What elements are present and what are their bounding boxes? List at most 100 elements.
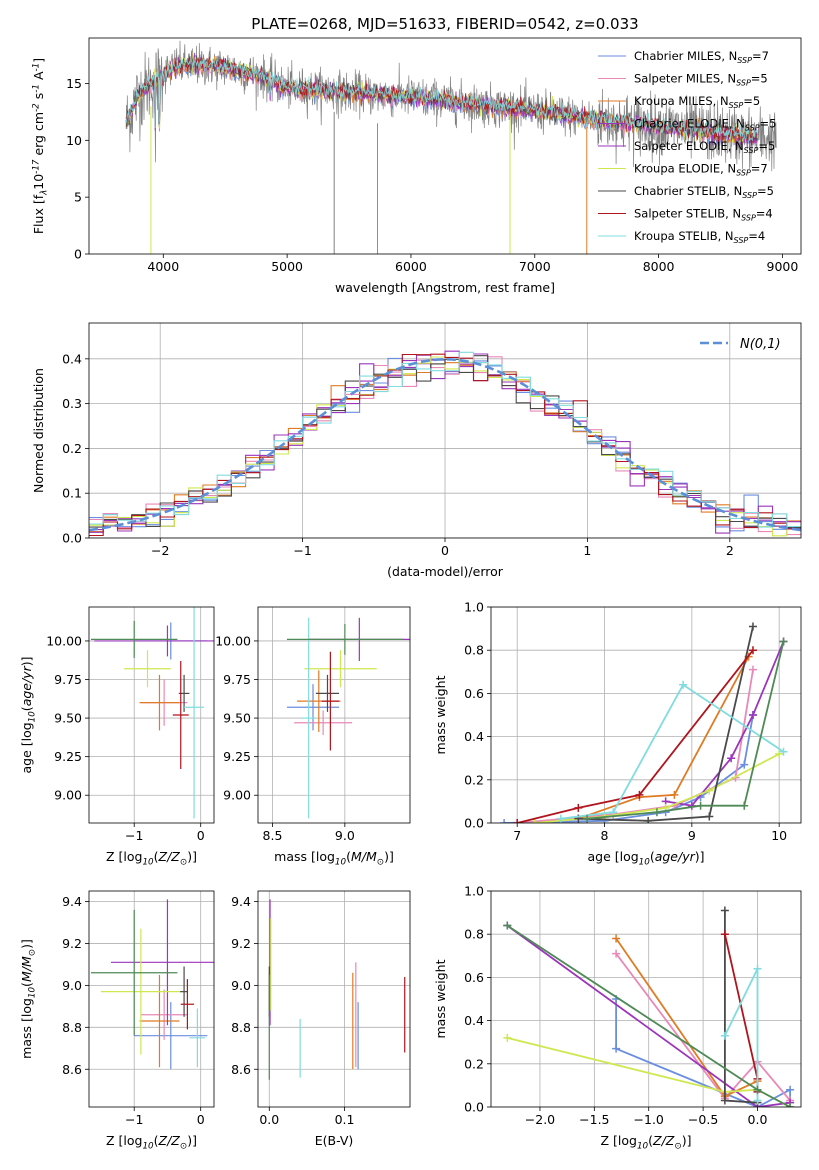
x-axis-label: Z [log10​(Z/Z⊙​)] bbox=[106, 1133, 197, 1152]
point-marker bbox=[612, 934, 621, 943]
point-marker bbox=[748, 665, 757, 674]
legend-label-chabrier-miles: Chabrier MILES, NSSP=7 bbox=[634, 49, 769, 65]
point-chabrier-miles bbox=[134, 1002, 208, 1070]
y-axis-label: age [log10​(age/yr)] bbox=[19, 656, 38, 773]
y-tick-label: 0.6 bbox=[464, 686, 484, 701]
series-kroupa-miles bbox=[615, 937, 758, 1098]
point-chabrier-elodie bbox=[94, 625, 214, 657]
series-chabrier-elodie bbox=[506, 924, 791, 1107]
y-axis-label: Normed distribution bbox=[31, 368, 46, 493]
point-marker bbox=[779, 747, 788, 756]
mass-weight-vs-age-panel: 7 8 9 10 0.0 0.2 0.4 0.6 0.8 1.0 age [log10​(age/y… bbox=[433, 600, 802, 868]
point-marker bbox=[644, 816, 653, 823]
point-chabrier-stelib bbox=[180, 966, 189, 1017]
point-marker bbox=[500, 819, 509, 823]
y-tick-label: 9.50 bbox=[54, 711, 82, 726]
plot-area bbox=[125, 40, 777, 254]
point-marker bbox=[775, 749, 784, 758]
y-tick-label: 8.8 bbox=[231, 1020, 251, 1035]
y-tick-label: 9.00 bbox=[54, 788, 82, 803]
y-tick-label: 1.0 bbox=[464, 600, 484, 615]
point-marker bbox=[696, 801, 705, 810]
point-marker bbox=[530, 819, 539, 823]
y-tick-label: 10.00 bbox=[46, 633, 82, 648]
x-tick-label: −2.0 bbox=[525, 1112, 555, 1127]
point-marker bbox=[670, 790, 679, 799]
y-tick-label: 0 bbox=[74, 247, 82, 262]
y-tick-label: 9.2 bbox=[231, 936, 251, 951]
x-tick-label: −1 bbox=[293, 543, 311, 558]
point-kroupa-elodie bbox=[100, 928, 181, 1055]
point-marker bbox=[740, 760, 749, 769]
point-marker bbox=[786, 1085, 795, 1094]
plot-area bbox=[89, 323, 801, 538]
plot-area bbox=[89, 891, 214, 1107]
residuals-panel: −2 −1 0 1 2 0.0 0.1 0.2 0.3 0.4 (data-model)/error… bbox=[31, 322, 802, 579]
axes-frame bbox=[490, 890, 802, 1108]
figure-title: PLATE=0268, MJD=51633, FIBERID=0542, z=0… bbox=[251, 15, 638, 33]
plot-area bbox=[89, 607, 214, 823]
x-axis-label: Z [log10​(Z/Z⊙​)] bbox=[601, 1133, 692, 1152]
legend-label-kroupa-miles: Kroupa MILES, NSSP=5 bbox=[634, 94, 760, 110]
mass-vs-extinction-panel: 0.0 0.1 8.6 8.8 9.0 9.2 9.4 E(B-V) bbox=[231, 890, 411, 1148]
legend-label-salpeter-elodie: Salpeter ELODIE, NSSP=5 bbox=[634, 139, 775, 155]
histogram-chabrier-stelib bbox=[89, 355, 801, 529]
x-tick-label: 0.0 bbox=[748, 1112, 768, 1127]
plot-area bbox=[258, 607, 410, 823]
y-tick-label: 10.00 bbox=[215, 633, 251, 648]
point-marker bbox=[720, 930, 729, 939]
y-tick-label: 0.2 bbox=[464, 1056, 484, 1071]
y-tick-label: 0.8 bbox=[464, 643, 484, 658]
legend-label-normal: N(0,1) bbox=[740, 337, 781, 352]
axes-frame bbox=[88, 606, 215, 824]
point-marker bbox=[635, 790, 644, 799]
series-salpeter-stelib bbox=[516, 649, 754, 823]
normal-curve bbox=[89, 357, 801, 532]
series-chabrier-miles bbox=[504, 714, 754, 823]
y-tick-label: 1.0 bbox=[464, 884, 484, 899]
axes-frame bbox=[257, 606, 411, 824]
legend-label-chabrier-elodie: Chabrier ELODIE, NSSP=5 bbox=[634, 117, 776, 133]
point-marker bbox=[612, 1044, 621, 1053]
y-tick-label: 9.25 bbox=[223, 749, 251, 764]
x-tick-label: 7000 bbox=[519, 259, 551, 274]
x-tick-label: −1.0 bbox=[634, 1112, 664, 1127]
y-tick-label: 0.1 bbox=[62, 486, 82, 501]
point-salpeter-miles bbox=[294, 710, 353, 736]
legend-label-chabrier-stelib: Chabrier STELIB, NSSP=5 bbox=[634, 184, 774, 200]
x-axis-label: Z [log10​(Z/Z⊙​)] bbox=[106, 849, 197, 868]
point-kroupa-miles bbox=[139, 674, 180, 731]
series-chabrier-elodie bbox=[665, 641, 785, 807]
point-green bbox=[90, 909, 178, 1036]
x-axis-label: wavelength [Angstrom, rest frame] bbox=[335, 280, 555, 295]
point-marker bbox=[513, 819, 522, 823]
plot-area bbox=[491, 891, 801, 1107]
y-tick-label: 10 bbox=[66, 133, 82, 148]
y-tick-label: 0.6 bbox=[464, 970, 484, 985]
legend-label-salpeter-miles: Salpeter MILES, NSSP=5 bbox=[634, 72, 768, 88]
point-marker bbox=[705, 786, 714, 795]
x-tick-label: 9.0 bbox=[335, 828, 355, 843]
x-tick-label: −1.5 bbox=[579, 1112, 609, 1127]
x-tick-label: 0.0 bbox=[259, 1112, 279, 1127]
point-marker bbox=[748, 646, 757, 655]
point-marker bbox=[753, 1096, 762, 1105]
point-marker bbox=[583, 814, 592, 823]
point-kroupa-elodie bbox=[304, 650, 377, 688]
y-tick-label: 0.3 bbox=[62, 396, 82, 411]
x-axis-label: E(B-V) bbox=[315, 1133, 354, 1148]
x-tick-label: 6000 bbox=[395, 259, 427, 274]
point-salpeter-stelib bbox=[172, 661, 189, 769]
point-kroupa-stelib bbox=[184, 607, 205, 819]
y-tick-label: 0.2 bbox=[464, 772, 484, 787]
x-tick-label: 0 bbox=[197, 828, 205, 843]
point-marker bbox=[609, 808, 618, 817]
plot-area bbox=[491, 607, 801, 823]
x-tick-label: 8.5 bbox=[263, 828, 283, 843]
y-tick-label: 9.00 bbox=[223, 788, 251, 803]
point-marker bbox=[779, 637, 788, 646]
y-tick-label: 8.6 bbox=[62, 1062, 82, 1077]
axes-frame bbox=[257, 890, 411, 1108]
spectrum-panel: 4000 5000 6000 7000 8000 9000 0 5 10 15 wavelength… bbox=[31, 37, 802, 295]
x-tick-label: −2 bbox=[151, 543, 169, 558]
